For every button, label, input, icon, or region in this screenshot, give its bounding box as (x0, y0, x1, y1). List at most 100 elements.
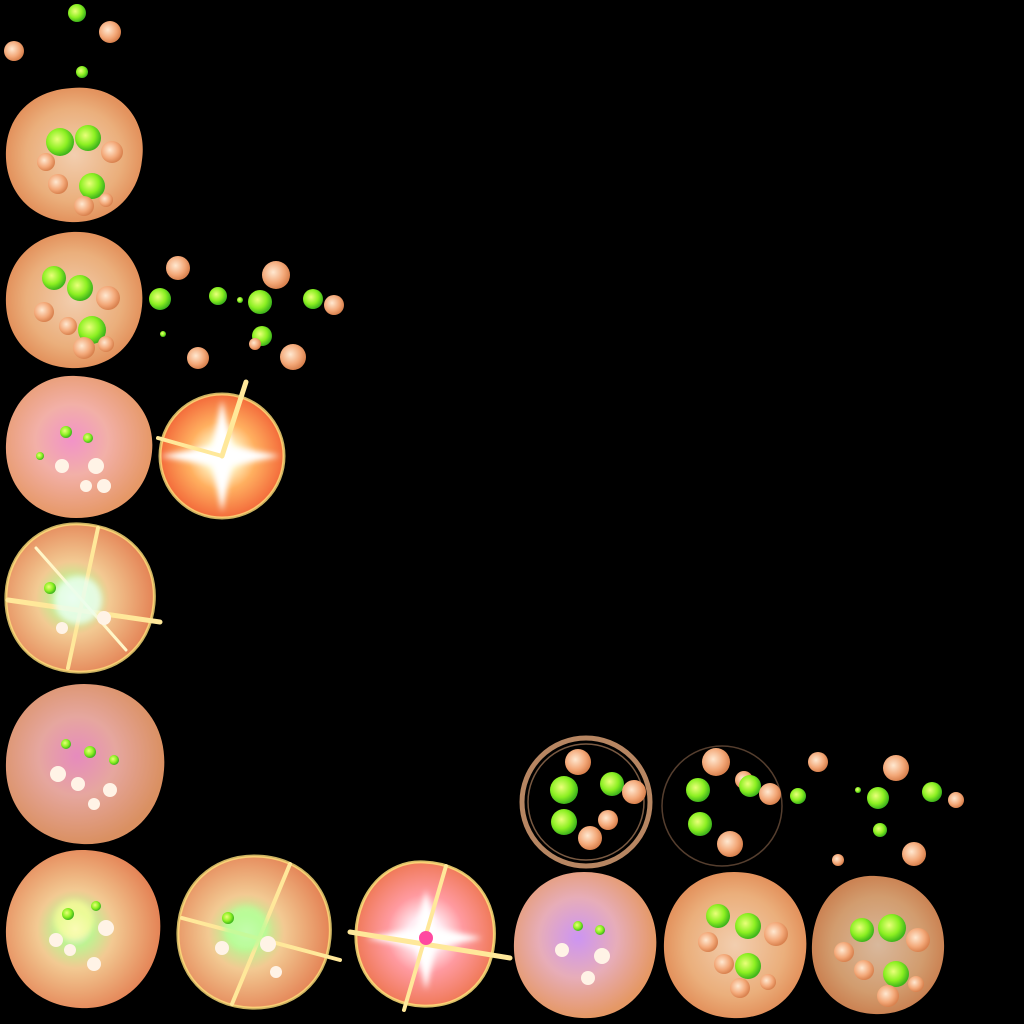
blob-shape (354, 860, 496, 1008)
green-bubble (61, 739, 71, 749)
green-bubble (149, 288, 171, 310)
frame-flash-bottom (347, 860, 513, 1012)
highlight-bubble (270, 966, 282, 978)
blob-shape (176, 854, 332, 1010)
green-bubble (550, 776, 578, 804)
blob-shape (5, 87, 143, 223)
green-bubble (67, 275, 93, 301)
green-bubble (303, 289, 323, 309)
highlight-bubble (97, 479, 111, 493)
orange-bubble (4, 41, 24, 61)
highlight-bubble (56, 622, 68, 634)
blob-shape (4, 522, 156, 674)
frame-ring-bubbles-faint (661, 745, 828, 867)
orange-bubble (702, 748, 730, 776)
bubble-ring (661, 745, 783, 867)
orange-bubble (324, 295, 344, 315)
highlight-bubble (64, 944, 76, 956)
green-bubble (248, 290, 272, 314)
highlight-bubble (49, 933, 63, 947)
orange-bubble (101, 141, 123, 163)
orange-bubble (622, 780, 646, 804)
green-bubble (551, 809, 577, 835)
orange-bubble (565, 749, 591, 775)
orange-bubble (902, 842, 926, 866)
orange-bubble (808, 752, 828, 772)
green-bubble (850, 918, 874, 942)
highlight-bubble (55, 459, 69, 473)
blob-shape (513, 872, 657, 1019)
green-bubble (84, 746, 96, 758)
green-bubble (595, 925, 605, 935)
frame-blob-burst-bottom-1 (5, 850, 161, 1009)
green-bubble (735, 953, 761, 979)
orange-bubble (883, 755, 909, 781)
green-bubble (42, 266, 66, 290)
green-bubble (790, 788, 806, 804)
orange-bubble (96, 286, 120, 310)
green-bubble (75, 125, 101, 151)
green-bubble (735, 913, 761, 939)
green-bubble (46, 128, 74, 156)
green-bubble (68, 4, 86, 22)
flash-ray (347, 929, 513, 961)
orange-bubble (698, 932, 718, 952)
orange-bubble (598, 810, 618, 830)
highlight-bubble (260, 936, 276, 952)
orange-bubble (262, 261, 290, 289)
green-bubble (867, 787, 889, 809)
frame-blob-cluster-bottom-1 (663, 872, 807, 1019)
frame-blob-burst (4, 522, 163, 674)
frame-blob-cluster-bottom-2 (811, 875, 945, 1015)
green-bubble (855, 787, 861, 793)
orange-bubble (759, 783, 781, 805)
green-bubble (878, 914, 906, 942)
frame-blob-plain (5, 684, 165, 845)
highlight-bubble (88, 798, 100, 810)
orange-bubble (59, 317, 77, 335)
green-bubble (79, 173, 105, 199)
highlight-bubble (54, 576, 102, 624)
frame-bubbles-scatter-right (832, 755, 964, 866)
orange-bubble (166, 256, 190, 280)
frame-bubbles-scatter-top (4, 4, 121, 78)
bubble-ring (527, 743, 645, 861)
orange-bubble (834, 942, 854, 962)
frame-blob-pink (5, 375, 153, 518)
highlight-bubble (50, 766, 66, 782)
green-bubble (237, 297, 243, 303)
orange-bubble (99, 193, 113, 207)
bubble-ring (519, 735, 653, 869)
highlight-bubble (87, 957, 101, 971)
orange-bubble (34, 302, 54, 322)
highlight-bubble (224, 906, 268, 950)
frame-ring-bubbles (519, 735, 653, 869)
flash-ray (219, 379, 249, 459)
orange-bubble (764, 922, 788, 946)
green-bubble (91, 901, 101, 911)
frame-blob-burst-bottom-2 (176, 854, 342, 1010)
orange-bubble (948, 792, 964, 808)
frame-blob-cluster-2 (5, 231, 143, 369)
green-bubble (573, 921, 583, 931)
orange-bubble (48, 174, 68, 194)
green-bubble (60, 426, 72, 438)
orange-bubble (832, 854, 844, 866)
green-bubble (222, 912, 234, 924)
orange-bubble (717, 831, 743, 857)
highlight-bubble (103, 783, 117, 797)
highlight-bubble (419, 931, 433, 945)
highlight-bubble (555, 943, 569, 957)
highlight-bubble (594, 948, 610, 964)
green-bubble (883, 961, 909, 987)
green-bubble (688, 812, 712, 836)
green-bubble (686, 778, 710, 802)
highlight-bubble (98, 920, 114, 936)
highlight-bubble (97, 611, 111, 625)
orange-bubble (730, 978, 750, 998)
frame-bubbles-scatter-mid (149, 256, 344, 370)
green-bubble (922, 782, 942, 802)
frame-blob-cluster-1 (5, 87, 143, 223)
green-bubble (209, 287, 227, 305)
green-bubble (873, 823, 887, 837)
